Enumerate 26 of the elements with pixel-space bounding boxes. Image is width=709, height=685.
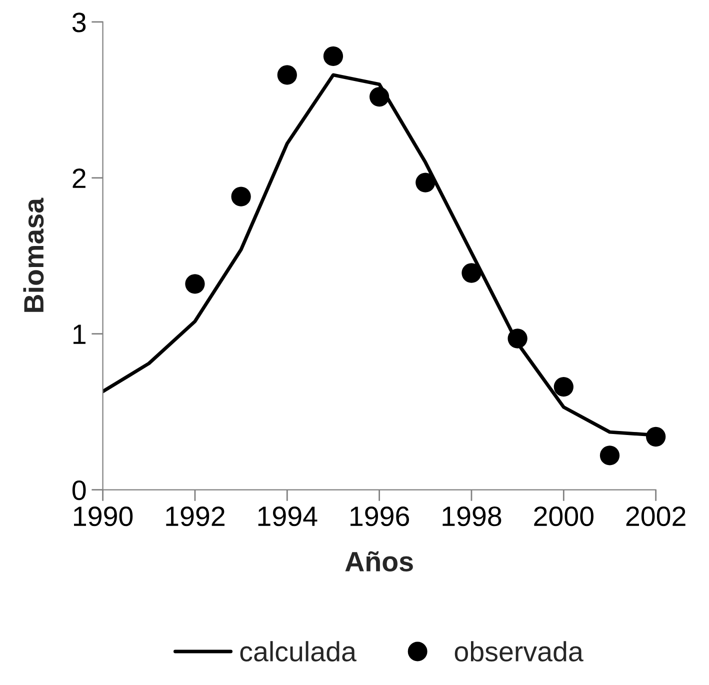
x-axis-title: Años <box>345 551 413 572</box>
point <box>323 46 344 66</box>
point <box>508 328 528 348</box>
y-tick-label: 0 <box>72 480 86 500</box>
x-tick-label: 2002 <box>626 506 686 526</box>
y-tick-label: 1 <box>74 324 86 344</box>
x-tick-label: 1992 <box>166 506 224 526</box>
x-tick-label: 1990 <box>74 506 133 526</box>
y-tick-label: 2 <box>72 168 86 188</box>
point <box>462 263 482 283</box>
point <box>416 172 436 192</box>
point <box>646 426 666 447</box>
point <box>185 274 205 294</box>
point <box>277 65 297 85</box>
y-axis-title: Biomasa <box>23 198 44 312</box>
legend-label: calculada <box>240 641 356 662</box>
point <box>369 86 390 107</box>
x-tick-label: 1994 <box>258 506 318 526</box>
legend-label: observada <box>454 641 584 662</box>
point <box>231 186 251 206</box>
x-tick-label: 1998 <box>442 506 502 526</box>
point <box>554 377 574 397</box>
point <box>600 446 620 466</box>
x-tick-label: 2000 <box>534 506 594 526</box>
y-tick-label: 3 <box>72 12 86 32</box>
x-tick-label: 1996 <box>350 506 409 526</box>
